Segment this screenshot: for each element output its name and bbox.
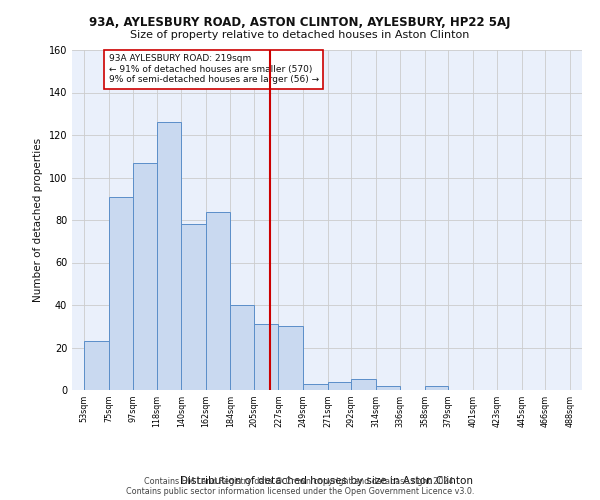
X-axis label: Distribution of detached houses by size in Aston Clinton: Distribution of detached houses by size … xyxy=(181,476,473,486)
Bar xyxy=(133,162,157,390)
Text: Size of property relative to detached houses in Aston Clinton: Size of property relative to detached ho… xyxy=(130,30,470,40)
Bar xyxy=(328,382,351,390)
Bar xyxy=(206,212,230,390)
Text: Contains HM Land Registry data © Crown copyright and database right 2024.
Contai: Contains HM Land Registry data © Crown c… xyxy=(126,476,474,496)
Text: 93A, AYLESBURY ROAD, ASTON CLINTON, AYLESBURY, HP22 5AJ: 93A, AYLESBURY ROAD, ASTON CLINTON, AYLE… xyxy=(89,16,511,29)
Y-axis label: Number of detached properties: Number of detached properties xyxy=(33,138,43,302)
Bar xyxy=(376,386,400,390)
Bar xyxy=(425,386,448,390)
Bar xyxy=(84,341,109,390)
Bar xyxy=(157,122,181,390)
Bar xyxy=(181,224,206,390)
Bar xyxy=(278,326,303,390)
Bar xyxy=(254,324,278,390)
Bar xyxy=(230,305,254,390)
Bar xyxy=(351,380,376,390)
Bar xyxy=(303,384,328,390)
Bar xyxy=(109,196,133,390)
Text: 93A AYLESBURY ROAD: 219sqm
← 91% of detached houses are smaller (570)
9% of semi: 93A AYLESBURY ROAD: 219sqm ← 91% of deta… xyxy=(109,54,319,84)
